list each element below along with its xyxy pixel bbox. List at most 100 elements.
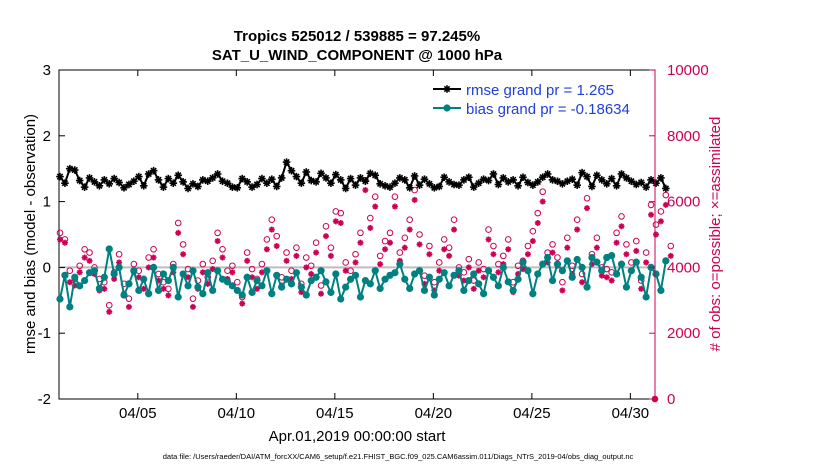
rmse-point: [336, 176, 345, 184]
rmse-point: [588, 182, 596, 191]
obs-assimilated-point: [598, 272, 605, 279]
rmse-point: [233, 183, 242, 192]
rmse-point: [435, 182, 444, 191]
bias-point: [110, 270, 118, 278]
rmse-point: [312, 178, 320, 186]
obs-assimilated-point: [81, 254, 88, 261]
bias-line: [59, 248, 667, 308]
obs-possible-point: [352, 250, 359, 258]
obs-assimilated-point: [244, 257, 251, 264]
obs-assimilated-point: [342, 267, 349, 274]
rmse-point: [509, 176, 517, 184]
obs-possible-point: [243, 249, 251, 256]
obs-possible-point: [524, 242, 532, 250]
legend-rmse-star: [443, 85, 451, 93]
bias-point: [169, 263, 177, 271]
bias-point: [253, 276, 261, 285]
bias-point: [282, 275, 291, 283]
obs-assimilated-point: [495, 269, 502, 276]
rmse-point: [139, 182, 148, 190]
obs-assimilated-point: [249, 274, 256, 281]
obs-assimilated-point: [377, 261, 384, 268]
bias-point: [351, 271, 360, 279]
obs-possible-point: [258, 260, 266, 268]
obs-possible-point: [302, 254, 310, 261]
obs-possible-point: [652, 221, 660, 228]
obs-assimilated-point: [539, 198, 546, 205]
rmse-point: [346, 174, 355, 183]
rmse-point: [489, 170, 498, 178]
bias-point: [544, 253, 552, 262]
bias-point: [263, 267, 271, 275]
bias-point: [100, 273, 108, 281]
obs-possible-point: [583, 195, 591, 202]
obs-possible-point: [386, 229, 394, 237]
bias-point: [95, 284, 103, 293]
rmse-point: [533, 178, 542, 186]
bias-point: [292, 269, 301, 277]
rmse-point: [248, 183, 256, 191]
bias-point: [494, 282, 502, 290]
rmse-point: [514, 182, 522, 190]
bias-point: [327, 288, 335, 297]
bias-point: [588, 253, 596, 262]
obs-assimilated-point: [150, 254, 157, 261]
obs-assimilated-point: [529, 238, 536, 245]
obs-assimilated-point: [391, 203, 398, 210]
bias-point: [391, 269, 399, 277]
rmse-series: [56, 158, 670, 193]
obs-possible-point: [401, 234, 409, 242]
obs-possible-point: [293, 244, 300, 251]
rmse-point: [100, 176, 109, 184]
rmse-point: [144, 170, 153, 178]
rmse-point: [125, 180, 133, 189]
rmse-point: [607, 174, 616, 183]
obs-assimilated-point: [643, 259, 650, 266]
rmse-point: [174, 171, 182, 180]
bias-point: [322, 278, 330, 286]
bias-point: [297, 283, 305, 291]
bias-point: [553, 260, 562, 268]
rmse-point: [598, 176, 606, 184]
obs-assimilated-point: [657, 218, 664, 225]
obs-assimilated-point: [357, 239, 364, 246]
obs-assimilated-point: [411, 196, 418, 203]
bias-point: [312, 273, 320, 281]
chart-subtitle: SAT_U_WIND_COMPONENT @ 1000 hPa: [212, 47, 503, 64]
obs-assimilated-point: [372, 203, 379, 210]
bias-point: [145, 290, 153, 298]
obs-assimilated-point: [180, 251, 187, 258]
obs-possible-point: [406, 216, 414, 223]
bias-point: [337, 295, 345, 303]
obs-possible-point: [623, 241, 630, 248]
obs-assimilated-point: [608, 277, 615, 284]
obs-assimilated-point: [451, 226, 458, 233]
obs-assimilated-point: [662, 201, 669, 208]
rmse-point: [652, 179, 660, 187]
legend-box: [428, 78, 653, 118]
rmse-point: [647, 176, 655, 184]
bias-point: [342, 283, 350, 291]
bias-point: [115, 263, 123, 271]
obs-assimilated-point: [308, 270, 315, 277]
rmse-point: [400, 176, 409, 184]
rmse-point: [223, 179, 232, 187]
bias-point: [450, 271, 458, 279]
rmse-point: [327, 179, 335, 187]
obs-possible-point: [234, 278, 241, 286]
rmse-point: [519, 173, 527, 182]
bias-point: [489, 273, 498, 281]
rmse-point: [85, 174, 94, 182]
obs-possible-point: [199, 260, 207, 268]
obs-assimilated-point: [268, 226, 275, 233]
obs-possible-point: [396, 249, 404, 256]
obs-assimilated-point: [470, 285, 477, 292]
obs-assimilated-point: [406, 226, 413, 233]
bias-point: [120, 291, 128, 299]
obs-possible-point: [450, 216, 458, 223]
rmse-point: [164, 174, 173, 183]
bias-point: [174, 293, 182, 301]
obs-possible-point: [105, 301, 113, 309]
rmse-point: [282, 158, 291, 166]
rmse-point: [243, 178, 251, 186]
